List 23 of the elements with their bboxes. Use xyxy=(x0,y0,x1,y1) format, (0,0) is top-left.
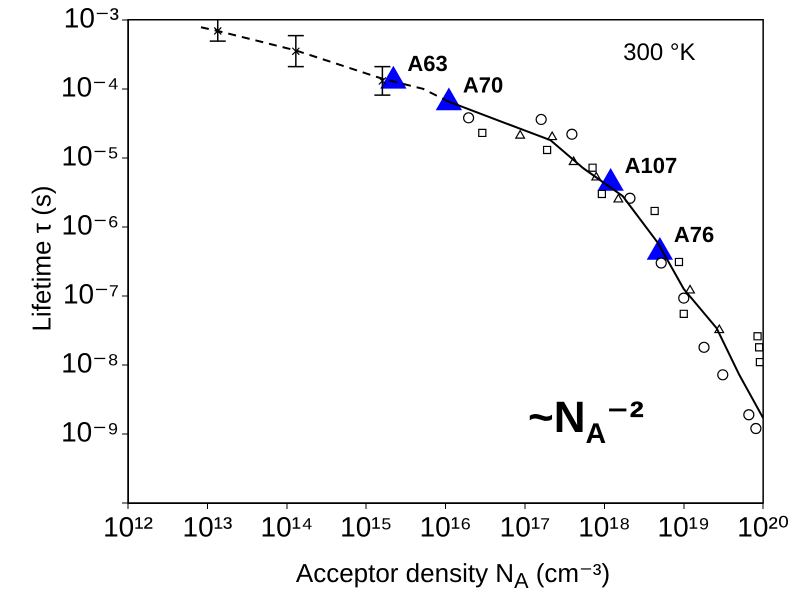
y-tick-label: 10⁻⁴ xyxy=(61,72,119,103)
y-tick-label: 10⁻⁵ xyxy=(61,140,119,172)
x-axis-title: Acceptor density N$_{A}$ (cm⁻³) xyxy=(294,558,612,594)
x-tick-label: 10¹⁶ xyxy=(420,512,472,543)
x-tick-label: 10¹³ xyxy=(182,512,232,543)
x-tick-label: 10²⁰ xyxy=(737,512,790,543)
x-tick-label: 10¹² xyxy=(103,512,153,543)
y-tick-label: 10⁻⁶ xyxy=(62,210,119,241)
annotation: A70 xyxy=(462,72,504,98)
y-tick-label: 10⁻⁷ xyxy=(62,278,119,310)
annotation: A63 xyxy=(407,50,448,76)
y-axis-title: Lifetime τ (s) xyxy=(26,184,58,334)
x-tick-label: 10¹⁹ xyxy=(658,512,710,543)
x-tick-label: 10¹⁵ xyxy=(340,512,392,543)
annotation: A107 xyxy=(624,153,678,178)
x-tick-label: 10¹⁸ xyxy=(578,512,631,543)
y-tick-label: 10⁻³ xyxy=(64,2,119,34)
y-tick-label: 10⁻⁹ xyxy=(61,416,119,448)
annotation: A76 xyxy=(674,222,714,248)
x-tick-label: 10¹⁴ xyxy=(260,512,314,543)
x-tick-label: 10¹⁷ xyxy=(500,512,550,543)
annotation: 300 °K xyxy=(623,38,696,66)
y-tick-label: 10⁻⁸ xyxy=(61,348,119,379)
